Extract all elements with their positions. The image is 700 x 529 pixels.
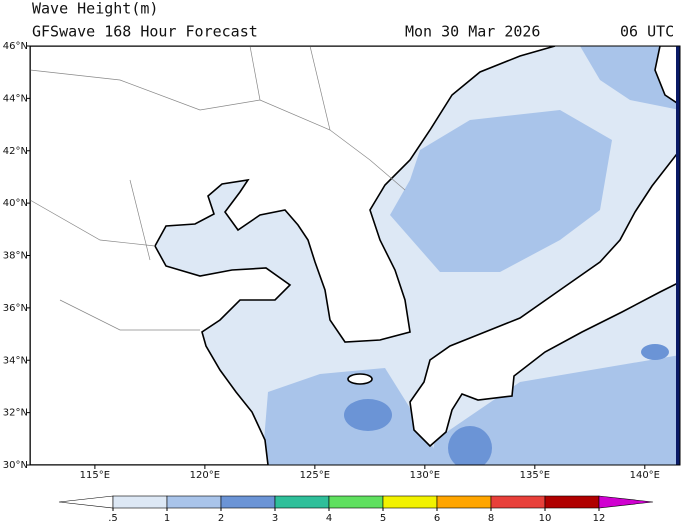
colorbar-arrow: [58, 495, 114, 509]
colorbar-label: 12: [593, 513, 606, 524]
colorbar-label: 3: [272, 513, 278, 524]
time: 06 UTC: [620, 23, 674, 41]
y-tick-label: 44°N: [3, 93, 28, 104]
y-tick-label: 42°N: [3, 146, 28, 157]
wave-region: [430, 355, 680, 465]
jeju: [347, 373, 373, 385]
x-tick-label: 135°E: [520, 470, 550, 481]
y-tick-label: 36°N: [3, 303, 28, 314]
province-border: [30, 46, 406, 331]
wave-region: [580, 46, 680, 110]
colorbar-segment: [328, 495, 384, 509]
subtitle: GFSwave 168 Hour Forecast: [32, 23, 258, 41]
colorbar-arrow: [598, 495, 654, 509]
y-tick-label: 38°N: [3, 251, 28, 262]
y-tick-label: 32°N: [3, 408, 28, 419]
x-tick-label: 130°E: [410, 470, 440, 481]
map: [30, 46, 680, 465]
x-tick-label: 120°E: [190, 470, 220, 481]
mainland: [30, 46, 556, 465]
colorbar-segment: [220, 495, 276, 509]
y-tick-label: 46°N: [3, 41, 28, 52]
edge-stripe: [676, 46, 680, 465]
colorbar-segment: [274, 495, 330, 509]
wave-region: [390, 110, 612, 272]
colorbar-label: 10: [539, 513, 552, 524]
colorbar-label: 6: [434, 513, 440, 524]
wave-region: [448, 426, 492, 465]
x-tick-label: 140°E: [630, 470, 660, 481]
colorbar-segment: [166, 495, 222, 509]
colorbar-segment: [112, 495, 168, 509]
y-tick-label: 30°N: [3, 460, 28, 471]
y-tick-label: 40°N: [3, 198, 28, 209]
axes: 115°E 120°E 125°E 130°E 135°E 140°E 30°N 32°N 34…: [3, 41, 660, 481]
colorbar: .5 1 2 3 4 5 6 8 10 12: [58, 495, 654, 524]
colorbar-label: 2: [218, 513, 224, 524]
colorbar-segment: [544, 495, 600, 509]
y-tick-label: 34°N: [3, 355, 28, 366]
colorbar-label: 5: [380, 513, 386, 524]
x-tick-label: 125°E: [300, 470, 330, 481]
japan: [409, 148, 680, 448]
colorbar-segment: [436, 495, 492, 509]
x-tick-label: 115°E: [80, 470, 110, 481]
colorbar-label: .5: [108, 513, 118, 524]
colorbar-label: 4: [326, 513, 332, 524]
wave-region: [344, 399, 392, 431]
colorbar-label: 1: [164, 513, 170, 524]
wave-region: [641, 344, 669, 360]
title: Wave Height(m): [32, 0, 158, 18]
colorbar-segment: [490, 495, 546, 509]
date: Mon 30 Mar 2026: [405, 23, 540, 41]
colorbar-label: 8: [488, 513, 494, 524]
hokkaido: [654, 46, 680, 106]
colorbar-segment: [382, 495, 438, 509]
